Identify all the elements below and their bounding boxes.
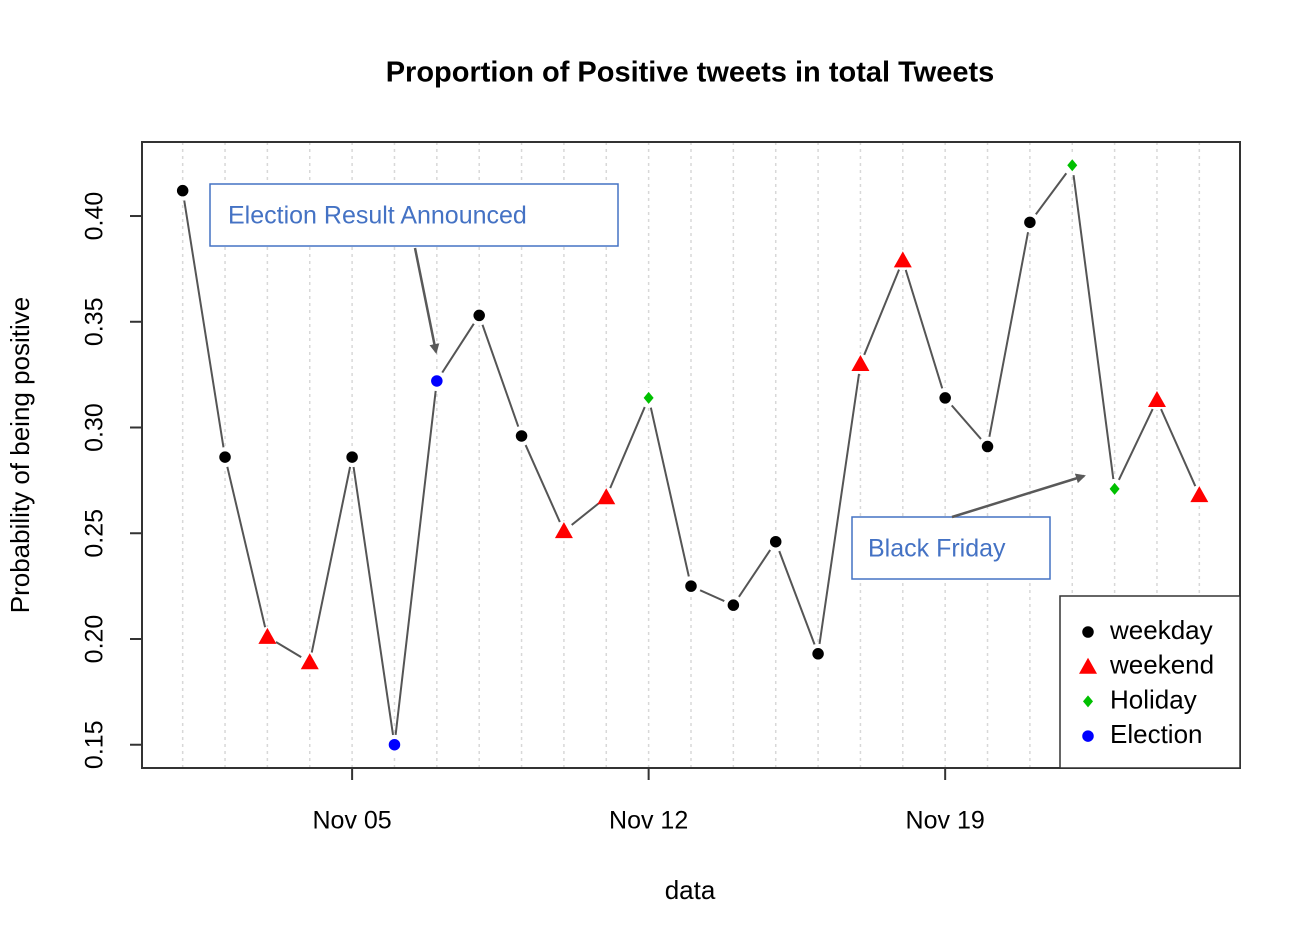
- marker-circle: [768, 534, 783, 549]
- marker-circle: [471, 308, 487, 323]
- y-tick-label: 0.35: [81, 297, 109, 346]
- annotation-box: [851, 516, 1051, 580]
- legend-marker: [1080, 624, 1096, 640]
- legend-marker: [1080, 728, 1096, 744]
- marker-circle: [429, 373, 445, 389]
- marker-triangle: [893, 251, 912, 268]
- marker-triangle: [1190, 486, 1209, 503]
- legend-label: Election: [1110, 719, 1203, 749]
- marker-circle: [1022, 215, 1038, 230]
- marker-diamond: [1109, 482, 1120, 495]
- x-tick-label: Nov 05: [313, 807, 392, 835]
- marker-triangle: [300, 653, 319, 670]
- legend-label: Holiday: [1110, 684, 1197, 714]
- legend-marker: [1083, 695, 1093, 708]
- marker-circle: [175, 183, 190, 198]
- data-line: [181, 162, 1201, 745]
- annotation-box: [209, 183, 619, 247]
- plot-area: 0.15 0.20 0.25 0.30 0.35 0.40 Nov 05 Nov 12 Nov …: [81, 142, 1210, 835]
- y-axis-label: Probability of being positive: [5, 297, 35, 614]
- y-tick-label: 0.30: [81, 403, 109, 452]
- marker-circle: [683, 578, 699, 594]
- marker-circle: [726, 597, 741, 613]
- annotation-arrow: [413, 247, 440, 354]
- marker-triangle: [258, 627, 277, 644]
- annotation-text: Election Result Announced: [228, 202, 527, 230]
- annotation-text: Black Friday: [868, 535, 1006, 563]
- x-tick-label: Nov 19: [906, 807, 985, 835]
- marker-circle: [980, 439, 995, 454]
- marker-triangle: [851, 355, 870, 372]
- x-tick-label: Nov 12: [609, 807, 688, 835]
- chart-title: Proportion of Positive tweets in total T…: [386, 57, 995, 89]
- plot-frame: [141, 141, 1241, 769]
- marker-circle: [514, 428, 529, 444]
- legend-marker: [1079, 657, 1097, 674]
- marker-diamond: [643, 391, 654, 404]
- marker-circle: [810, 646, 826, 662]
- y-tick-label: 0.40: [81, 192, 109, 241]
- annotation-election: Election Result Announced: [209, 183, 619, 354]
- annotation-arrow: [951, 473, 1086, 519]
- x-axis-label: data: [665, 875, 716, 905]
- marker-circle: [344, 449, 360, 465]
- y-tick-label: 0.20: [81, 615, 109, 664]
- legend: weekday weekend Holiday Election: [1059, 595, 1241, 769]
- marker-circle: [937, 390, 953, 406]
- marker-triangle: [1147, 391, 1166, 408]
- legend-label: weekend: [1109, 650, 1214, 680]
- y-tick-label: 0.25: [81, 509, 109, 558]
- y-tick-label: 0.15: [81, 720, 109, 769]
- annotation-black-friday: Black Friday: [851, 473, 1086, 580]
- marker-diamond: [1067, 159, 1078, 172]
- marker-circle: [217, 449, 233, 465]
- marker-triangle: [597, 488, 616, 505]
- legend-label: weekday: [1109, 615, 1213, 645]
- marker-circle: [387, 737, 402, 752]
- marker-triangle: [554, 522, 573, 539]
